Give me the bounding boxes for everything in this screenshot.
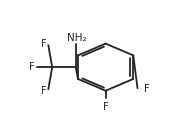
Text: F: F — [41, 39, 47, 49]
Text: F: F — [144, 84, 149, 94]
Text: F: F — [29, 62, 34, 72]
Text: F: F — [103, 102, 108, 112]
Text: F: F — [41, 86, 47, 96]
Text: NH₂: NH₂ — [67, 33, 86, 43]
